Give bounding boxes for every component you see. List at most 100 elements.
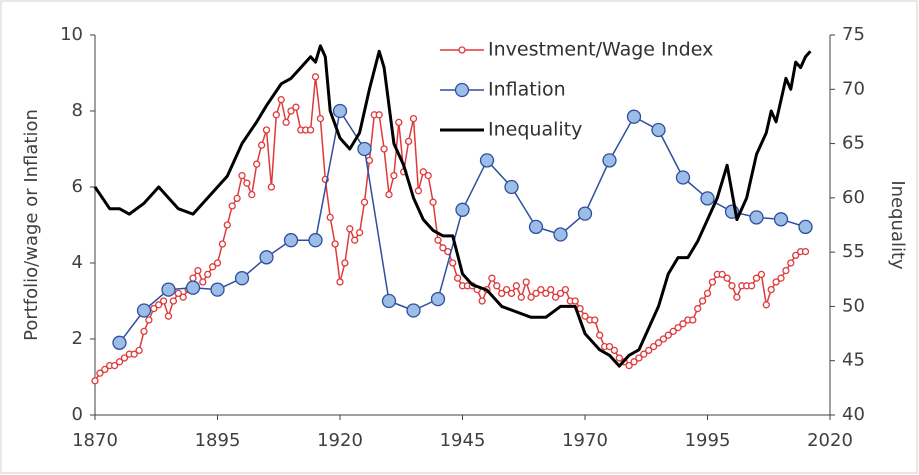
marker [504, 179, 519, 195]
marker [306, 126, 315, 134]
marker [282, 118, 290, 127]
marker [130, 350, 138, 358]
marker [385, 190, 393, 199]
marker [767, 285, 775, 294]
marker [185, 280, 201, 295]
marker [120, 354, 129, 362]
marker [605, 342, 614, 351]
y2-tick-label: 50 [842, 295, 865, 316]
marker [174, 289, 182, 298]
marker [449, 259, 457, 267]
marker [145, 316, 153, 324]
marker [267, 183, 276, 191]
marker [747, 282, 756, 290]
y2-tick-label: 65 [842, 133, 865, 154]
marker [669, 327, 677, 336]
series-line [93, 44, 812, 368]
marker [375, 111, 383, 119]
marker [493, 282, 501, 290]
marker [654, 339, 663, 347]
marker [679, 320, 687, 328]
marker [772, 278, 780, 286]
y-axis-label: Portfolio/wage or Inflation [21, 109, 42, 341]
marker [708, 278, 717, 286]
marker [424, 171, 432, 180]
marker [409, 114, 418, 123]
marker [161, 282, 176, 297]
marker [308, 233, 323, 248]
y2-tick-label: 45 [842, 350, 865, 371]
marker [645, 346, 653, 355]
marker [223, 221, 231, 229]
y-tick-label: 0 [72, 404, 83, 425]
marker [577, 206, 593, 221]
x-tick-label: 1895 [195, 430, 241, 451]
x-tick-label: 2020 [807, 430, 853, 451]
marker [522, 278, 530, 286]
marker [243, 179, 251, 187]
marker [341, 259, 349, 267]
marker [782, 266, 790, 275]
marker [210, 282, 225, 297]
marker [135, 346, 143, 355]
marker [507, 289, 516, 298]
marker [292, 103, 300, 111]
x-tick-label: 1870 [72, 430, 118, 451]
marker [733, 293, 741, 301]
marker [777, 274, 785, 282]
marker [773, 212, 789, 227]
y2-axis-label: Inequality [887, 180, 908, 270]
marker [556, 289, 565, 298]
marker [311, 73, 320, 81]
y2-tick-label: 40 [842, 404, 865, 425]
marker [351, 236, 359, 244]
marker [429, 198, 437, 206]
marker [96, 369, 104, 377]
marker [537, 285, 545, 294]
marker [757, 270, 766, 279]
marker [674, 323, 682, 332]
marker [234, 271, 250, 286]
marker [179, 293, 187, 301]
marker [355, 228, 364, 237]
marker [649, 342, 658, 351]
marker [561, 285, 570, 294]
marker [798, 219, 813, 235]
marker [752, 274, 761, 282]
marker [675, 170, 691, 185]
marker [406, 303, 421, 318]
marker [228, 202, 236, 210]
x-tick-label: 1995 [685, 430, 731, 451]
marker [331, 240, 339, 248]
marker [527, 293, 535, 301]
marker [625, 361, 633, 370]
marker [434, 236, 442, 244]
marker [517, 293, 525, 301]
marker [502, 285, 511, 294]
marker [700, 191, 715, 206]
marker [283, 233, 299, 248]
marker [728, 282, 736, 290]
marker [596, 331, 604, 339]
legend-label: Inequality [488, 119, 582, 141]
marker [792, 251, 800, 260]
marker [218, 240, 227, 248]
marker [723, 274, 731, 282]
marker [208, 263, 217, 271]
marker [262, 126, 271, 134]
marker [542, 289, 550, 298]
y-tick-label: 4 [72, 252, 83, 273]
marker [419, 168, 427, 176]
marker [238, 171, 246, 180]
marker [430, 291, 446, 307]
marker [253, 160, 261, 168]
marker [551, 293, 560, 301]
marker [164, 312, 173, 320]
legend-label: Investment/Wage Index [488, 39, 713, 61]
marker [194, 266, 202, 275]
marker [390, 171, 398, 180]
marker [332, 103, 348, 119]
marker [749, 210, 764, 225]
marker [547, 285, 555, 294]
